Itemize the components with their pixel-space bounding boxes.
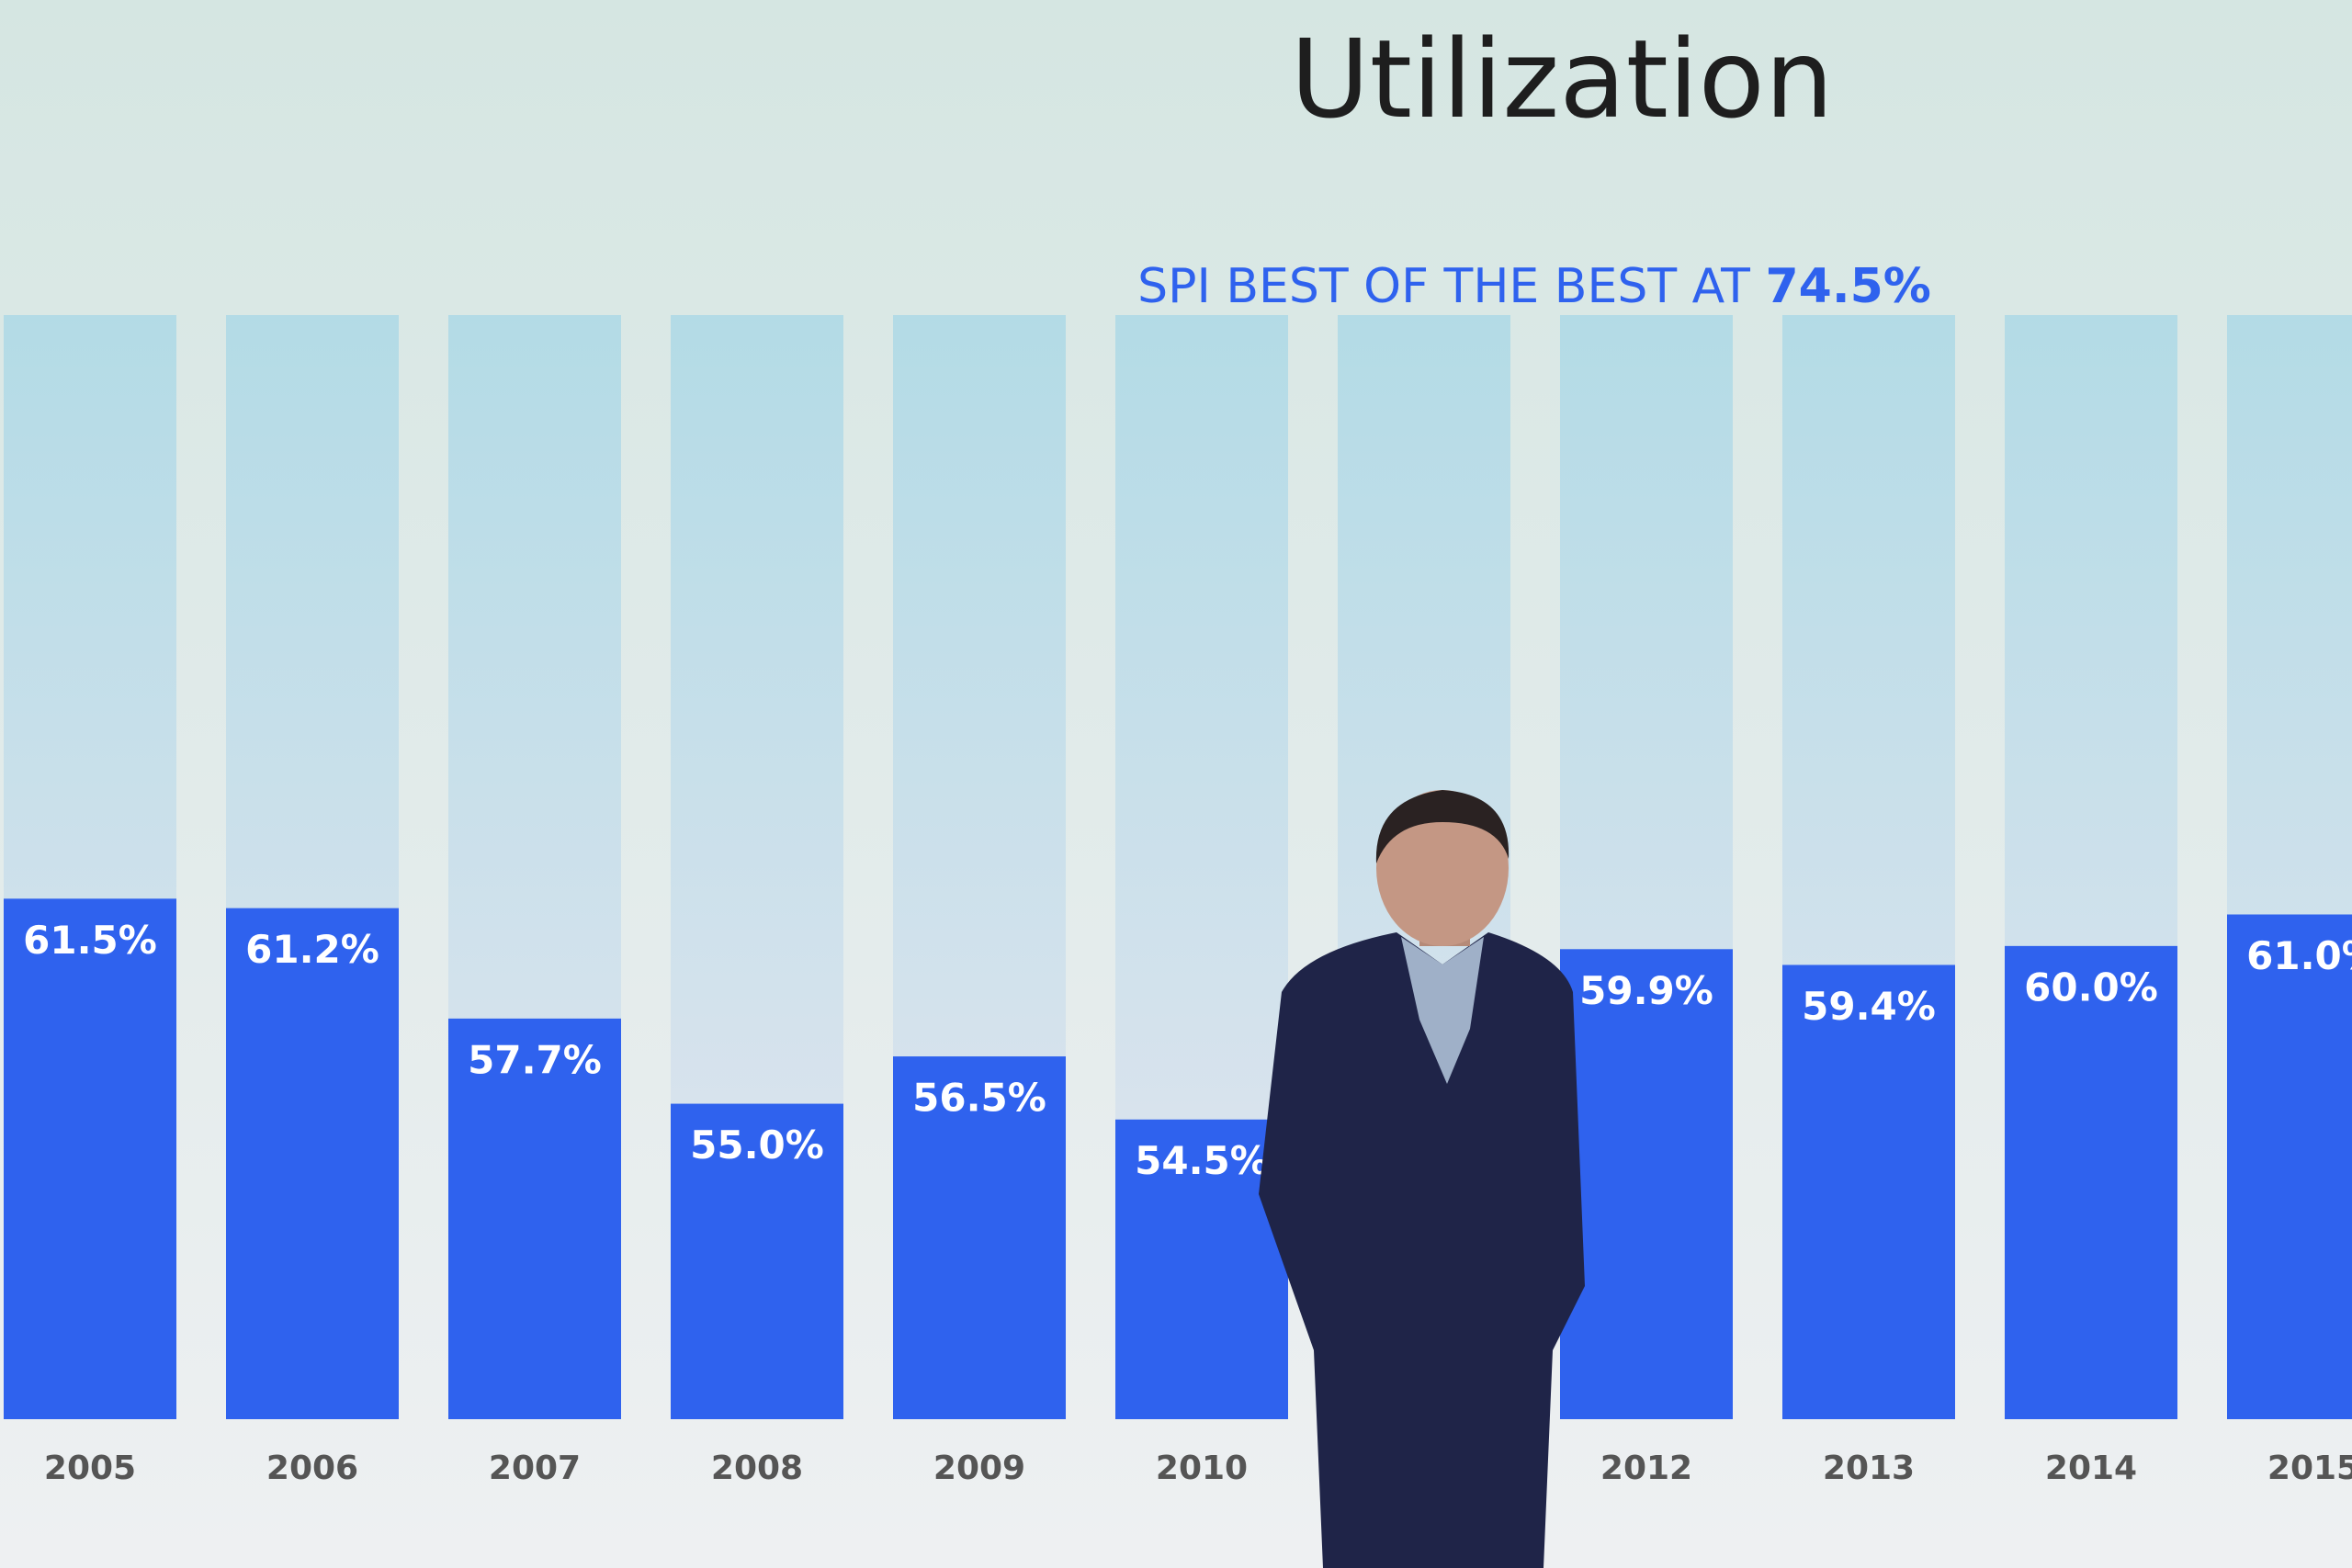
value-label: 57.7% [468,1037,602,1082]
value-label: 56.5% [912,1076,1046,1121]
bar [226,908,399,1419]
value-label: 59.4% [1802,984,1936,1029]
speaker [1259,790,1585,1568]
bar [448,1018,621,1419]
x-tick-label: 2014 [2045,1450,2137,1487]
x-tick-label: 2015 [2267,1450,2352,1487]
bar [2005,945,2177,1419]
bar [1782,964,1955,1419]
plot: 2005 61.5% 2006 61.2% 2007 57.7% 2008 55.0% 2009… [4,898,2352,1487]
subtitle-text: SPI BEST OF THE BEST AT [1137,259,1750,314]
value-label: 60.0% [2024,964,2158,1010]
bar [1560,949,1733,1419]
bar [2227,914,2352,1419]
value-label: 54.5% [1135,1138,1269,1183]
x-tick-label: 2006 [266,1450,358,1487]
speaker-suit [1259,932,1585,1568]
bar [893,1056,1066,1419]
x-tick-label: 2005 [44,1450,136,1487]
x-tick-label: 2008 [711,1450,803,1487]
x-tick-label: 2012 [1600,1450,1692,1487]
value-label: 55.0% [690,1122,824,1168]
chart-subtitle: SPI BEST OF THE BEST AT 74.5% [1137,259,1931,314]
speaker-head [1376,790,1509,946]
value-label: 61.2% [245,927,379,972]
x-tick-label: 2013 [1823,1450,1915,1487]
x-tick-label: 2010 [1156,1450,1248,1487]
x-tick-label: 2007 [489,1450,581,1487]
chart-title: Utilization [1290,16,1833,142]
x-tick-label: 2009 [933,1450,1025,1487]
speaker-shirt [1401,937,1484,1084]
speaker-hair [1375,790,1510,863]
subtitle-highlight: 74.5% [1765,259,1930,314]
value-label: 61.0% [2246,933,2352,978]
bar [671,1103,843,1419]
value-label: 61.5% [23,918,157,963]
bar [4,898,176,1419]
value-label: 59.9% [1579,968,1713,1013]
bar [1115,1119,1288,1419]
